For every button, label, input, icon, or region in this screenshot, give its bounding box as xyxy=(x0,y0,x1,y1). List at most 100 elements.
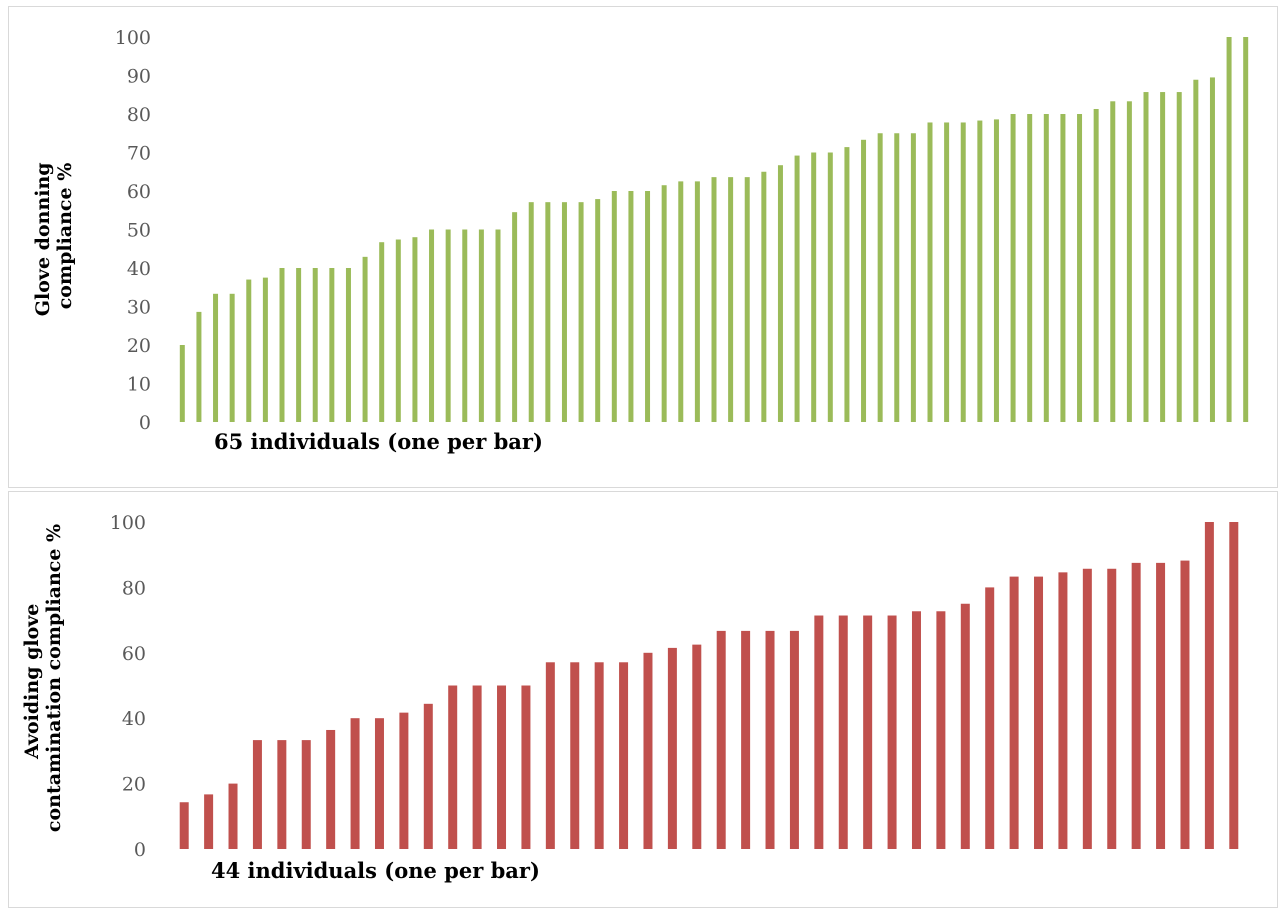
bar xyxy=(497,685,507,849)
y-axis-title-line-2: contamination compliance % xyxy=(43,524,65,832)
y-tick-label: 80 xyxy=(127,104,151,126)
bar xyxy=(578,202,584,422)
bar xyxy=(1034,576,1044,849)
bar xyxy=(429,229,435,422)
y-axis-title-line-1: Glove donning xyxy=(32,162,54,316)
bar xyxy=(229,293,235,422)
bar xyxy=(993,119,999,422)
y-tick-label: 0 xyxy=(134,839,146,861)
bar xyxy=(1077,114,1083,422)
bar xyxy=(692,644,702,849)
bar xyxy=(1027,114,1033,422)
bar xyxy=(863,615,873,849)
x-axis-title: 65 individuals (one per bar) xyxy=(214,429,543,454)
bar xyxy=(985,587,995,849)
bar xyxy=(374,718,384,849)
bar xyxy=(936,611,946,849)
y-tick-label: 70 xyxy=(127,143,151,165)
bar xyxy=(911,611,921,849)
y-tick-label: 100 xyxy=(115,27,151,49)
bar xyxy=(814,615,824,849)
bar xyxy=(628,191,634,422)
bars xyxy=(179,522,1239,849)
bar xyxy=(789,630,799,849)
bar xyxy=(301,740,311,849)
bar xyxy=(179,345,185,422)
bar xyxy=(246,279,252,422)
bar xyxy=(1010,114,1016,422)
bar xyxy=(661,185,667,422)
bar xyxy=(570,662,580,849)
y-tick-label: 40 xyxy=(127,258,151,280)
bar xyxy=(1209,77,1215,423)
bar xyxy=(561,202,567,422)
bar xyxy=(423,703,433,849)
chart-panel-avoiding-contamination: 0 20 40 60 80 100 Avoiding glove contaminatio… xyxy=(8,491,1278,908)
y-tick-label: 20 xyxy=(122,774,146,796)
bar xyxy=(861,139,867,423)
y-tick-label: 80 xyxy=(122,577,146,599)
bar xyxy=(395,239,401,422)
bar xyxy=(1082,568,1092,849)
bar xyxy=(296,268,302,422)
bar xyxy=(960,603,970,849)
bar xyxy=(448,685,458,849)
y-tick-label: 30 xyxy=(127,297,151,319)
bar xyxy=(1160,92,1166,423)
bar xyxy=(252,740,262,849)
y-tick-label: 60 xyxy=(122,643,146,665)
bar xyxy=(1229,522,1239,849)
bar xyxy=(412,237,418,422)
bar xyxy=(1193,79,1199,423)
bar xyxy=(811,152,817,422)
bar xyxy=(545,662,555,849)
y-axis-title: Glove donning compliance % xyxy=(32,162,76,316)
y-tick-label: 10 xyxy=(127,374,151,396)
bar xyxy=(1143,92,1149,423)
bar xyxy=(1093,108,1099,423)
bar xyxy=(877,133,883,422)
bar xyxy=(794,155,800,422)
bar xyxy=(1126,101,1132,423)
bar xyxy=(1009,576,1019,849)
bar xyxy=(761,171,767,422)
bar xyxy=(765,630,775,849)
bar xyxy=(827,152,833,422)
bar xyxy=(1131,562,1141,849)
y-tick-label: 100 xyxy=(110,512,146,534)
bar xyxy=(1180,560,1190,849)
bar xyxy=(1243,37,1249,422)
y-axis-title-line-1: Avoiding glove xyxy=(21,604,43,760)
bar xyxy=(595,199,601,422)
chart-glove-donning: 0 10 20 30 40 50 60 70 80 90 100 Glove donning com… xyxy=(32,27,1249,454)
y-tick-label: 50 xyxy=(127,220,151,242)
bar xyxy=(927,122,933,422)
y-axis-title-line-2: compliance % xyxy=(54,163,76,310)
bar xyxy=(179,802,189,849)
y-tick-label: 90 xyxy=(127,66,151,88)
bar xyxy=(329,268,335,422)
bar xyxy=(196,311,202,422)
bar xyxy=(711,177,717,422)
y-axis-ticks: 0 10 20 30 40 50 60 70 80 90 100 xyxy=(115,27,151,434)
bar xyxy=(345,268,351,422)
bar xyxy=(204,794,214,849)
bar xyxy=(667,647,677,849)
bar xyxy=(279,268,285,422)
bar xyxy=(1226,37,1232,422)
bar xyxy=(213,293,219,422)
bar xyxy=(894,133,900,422)
bar xyxy=(1058,572,1068,849)
y-tick-label: 40 xyxy=(122,708,146,730)
bar xyxy=(1204,522,1214,849)
bar xyxy=(887,615,897,849)
bar xyxy=(1043,114,1049,422)
bar xyxy=(462,229,468,422)
bar xyxy=(362,256,368,422)
bar xyxy=(528,202,534,422)
bar xyxy=(777,165,783,422)
bar xyxy=(350,718,360,849)
bar xyxy=(228,783,238,849)
bar xyxy=(512,212,518,422)
bar xyxy=(844,147,850,423)
